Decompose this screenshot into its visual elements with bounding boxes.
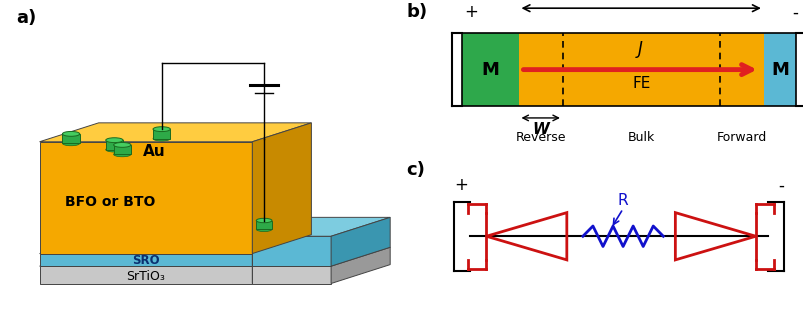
- Polygon shape: [331, 247, 389, 284]
- Bar: [63, 134, 79, 143]
- Text: M: M: [770, 60, 788, 79]
- Polygon shape: [39, 247, 311, 266]
- Text: -: -: [777, 176, 783, 194]
- Text: W: W: [532, 122, 548, 137]
- Text: Bulk: Bulk: [627, 131, 654, 144]
- Text: SrTiO₃: SrTiO₃: [126, 270, 165, 283]
- Ellipse shape: [63, 131, 79, 136]
- Ellipse shape: [256, 227, 271, 232]
- Polygon shape: [39, 266, 252, 284]
- Polygon shape: [252, 123, 311, 254]
- Bar: [113, 145, 131, 154]
- Polygon shape: [39, 254, 252, 266]
- Bar: [256, 220, 271, 229]
- Polygon shape: [252, 266, 331, 284]
- Polygon shape: [39, 142, 252, 254]
- Ellipse shape: [106, 147, 123, 152]
- Bar: [462, 33, 795, 106]
- Ellipse shape: [113, 142, 131, 147]
- Text: Au: Au: [142, 144, 165, 159]
- Polygon shape: [252, 235, 311, 266]
- Text: BFO or BTO: BFO or BTO: [65, 195, 156, 209]
- Text: J: J: [637, 40, 642, 58]
- Bar: [518, 33, 763, 106]
- Polygon shape: [252, 217, 389, 236]
- Bar: [106, 140, 123, 150]
- Text: -: -: [791, 3, 797, 21]
- Text: +: +: [454, 176, 467, 194]
- Bar: [763, 33, 795, 106]
- Ellipse shape: [153, 136, 170, 141]
- Ellipse shape: [256, 218, 271, 223]
- Text: Reverse: Reverse: [515, 131, 565, 144]
- Ellipse shape: [153, 127, 170, 132]
- Text: Forward: Forward: [715, 131, 766, 144]
- Polygon shape: [331, 217, 389, 266]
- Text: SRO: SRO: [132, 254, 160, 267]
- Text: M: M: [481, 60, 499, 79]
- Bar: [153, 129, 170, 139]
- Ellipse shape: [106, 138, 123, 143]
- Ellipse shape: [63, 141, 79, 146]
- Polygon shape: [39, 235, 311, 254]
- Polygon shape: [252, 247, 311, 284]
- Text: R: R: [617, 193, 628, 208]
- Text: +: +: [464, 3, 478, 21]
- Bar: [462, 33, 518, 106]
- Polygon shape: [252, 236, 331, 266]
- Text: c): c): [406, 161, 424, 179]
- Text: a): a): [16, 9, 36, 27]
- Text: l: l: [638, 0, 642, 4]
- Text: b): b): [406, 3, 426, 21]
- Ellipse shape: [113, 152, 131, 157]
- Polygon shape: [252, 247, 389, 266]
- Polygon shape: [39, 123, 311, 142]
- Text: FE: FE: [631, 76, 650, 91]
